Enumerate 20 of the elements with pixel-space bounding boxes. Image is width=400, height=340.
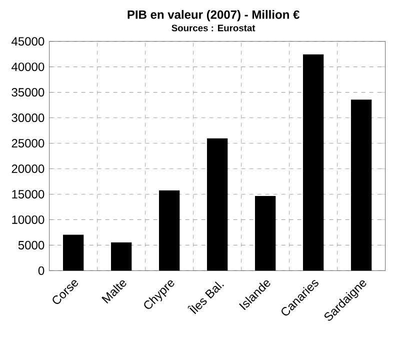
y-tick-label: 20000 xyxy=(12,164,44,173)
bar xyxy=(206,138,228,271)
y-tick-label: 15000 xyxy=(12,190,44,198)
y-tick-label: 30000 xyxy=(12,114,44,122)
y-tick-label: 0 xyxy=(38,266,44,275)
bar xyxy=(158,190,180,271)
y-tick-label: 25000 xyxy=(12,139,44,148)
bar xyxy=(110,242,132,271)
y-tick-label: 35000 xyxy=(12,88,44,97)
chart-subtitle: Sources : Eurostat xyxy=(172,24,256,32)
bar xyxy=(302,54,324,271)
bar xyxy=(254,196,276,271)
bar xyxy=(62,234,84,271)
chart-title: PIB en valeur (2007) - Million € xyxy=(128,10,300,22)
y-tick-label: 10000 xyxy=(12,215,44,224)
y-tick-label: 5000 xyxy=(18,240,44,250)
bar xyxy=(350,100,372,271)
y-tick-label: 40000 xyxy=(12,62,44,72)
y-tick-label: 45000 xyxy=(12,37,44,46)
x-tick-label: Îles Bal. xyxy=(188,282,224,314)
